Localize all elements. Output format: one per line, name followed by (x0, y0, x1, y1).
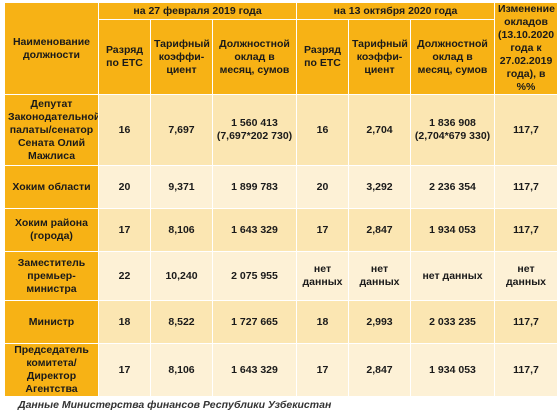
position-name: Заместитель премьер-министра (4, 251, 99, 301)
salary-value: 1 836 908 (429, 117, 476, 129)
grade-2019: 18 (98, 300, 151, 344)
table-row: Хоким района (города) 17 8,106 1 643 329… (4, 208, 559, 252)
salary-2020: 2 236 354 (410, 165, 496, 209)
header-change: Изменение окладов (13.10.2020 года к 27.… (494, 2, 559, 95)
salary-2019: 1 643 329 (211, 208, 298, 252)
table-row: Заместитель премьер-министра 22 10,240 2… (4, 251, 559, 301)
change-percent: 117,7 (494, 300, 559, 344)
salary-2019: 1 727 665 (211, 300, 298, 344)
change-percent: 117,7 (494, 208, 559, 252)
header-coefficient-2020: Тарифный коэффи-циент (348, 19, 412, 95)
salary-value: 1 560 413 (231, 117, 278, 129)
grade-2019: 17 (98, 208, 151, 252)
header-period-2020: на 13 октября 2020 года (296, 1, 496, 21)
salary-2019: 1 899 783 (211, 165, 298, 209)
change-percent: 117,7 (494, 343, 559, 397)
coefficient-2020: нет данных (348, 251, 412, 301)
salary-2020: 1 934 053 (410, 343, 496, 397)
change-percent: 117,7 (494, 165, 559, 209)
salary-formula: (7,697*202 730) (216, 130, 293, 142)
table-row: Председатель комитета/Директор Агентства… (4, 343, 559, 397)
coefficient-2020: 2,847 (348, 343, 412, 397)
table-row: Министр 18 8,522 1 727 665 18 2,993 2 03… (4, 300, 559, 344)
salary-2020: нет данных (410, 251, 496, 301)
source-caption: Данные Министерства финансов Республики … (18, 399, 332, 411)
salary-2020: 1 836 908 (2,704*679 330) (410, 94, 496, 166)
coefficient-2020: 2,704 (348, 94, 412, 166)
header-period-2019: на 27 февраля 2019 года (97, 1, 298, 21)
grade-2020: нет данных (296, 251, 350, 301)
coefficient-2019: 7,697 (150, 94, 213, 166)
table-row: Хоким области 20 9,371 1 899 783 20 3,29… (4, 165, 559, 209)
grade-2019: 22 (98, 251, 151, 301)
position-name: Председатель комитета/Директор Агентства (4, 343, 99, 397)
grade-2019: 16 (98, 94, 151, 166)
coefficient-2019: 8,522 (150, 300, 213, 344)
salary-2019: 2 075 955 (211, 251, 298, 301)
header-position: Наименование должности (4, 2, 99, 95)
position-name: Депутат Законодательной палаты/сенатор С… (4, 94, 99, 166)
grade-2019: 17 (98, 343, 151, 397)
change-percent: нет данных (494, 251, 559, 301)
coefficient-2020: 3,292 (348, 165, 412, 209)
salary-2019: 1 643 329 (211, 343, 298, 397)
coefficient-2020: 2,847 (348, 208, 412, 252)
position-name: Хоким области (4, 165, 99, 209)
change-percent: 117,7 (494, 94, 559, 166)
position-name: Министр (4, 300, 99, 344)
grade-2020: 17 (296, 208, 350, 252)
header-grade-2019: Разряд по ЕТС (98, 19, 151, 95)
header-grade-2020: Разряд по ЕТС (296, 19, 350, 95)
header-salary-2019: Должностной оклад в месяц, сумов (211, 19, 298, 95)
grade-2020: 16 (296, 94, 350, 166)
coefficient-2019: 9,371 (150, 165, 213, 209)
table-row: Депутат Законодательной палаты/сенатор С… (4, 94, 559, 166)
salary-2020: 1 934 053 (410, 208, 496, 252)
coefficient-2019: 8,106 (150, 343, 213, 397)
salary-2019: 1 560 413 (7,697*202 730) (211, 94, 298, 166)
grade-2020: 17 (296, 343, 350, 397)
header-coefficient-2019: Тарифный коэффи-циент (150, 19, 213, 95)
coefficient-2020: 2,993 (348, 300, 412, 344)
grade-2019: 20 (98, 165, 151, 209)
salary-formula: (2,704*679 330) (414, 130, 491, 142)
salary-2020: 2 033 235 (410, 300, 496, 344)
grade-2020: 18 (296, 300, 350, 344)
grade-2020: 20 (296, 165, 350, 209)
position-name: Хоким района (города) (4, 208, 99, 252)
salary-table: Наименование должности на 27 февраля 201… (4, 1, 559, 397)
header-salary-2020: Должностной оклад в месяц, сумов (410, 19, 496, 95)
coefficient-2019: 10,240 (150, 251, 213, 301)
coefficient-2019: 8,106 (150, 208, 213, 252)
